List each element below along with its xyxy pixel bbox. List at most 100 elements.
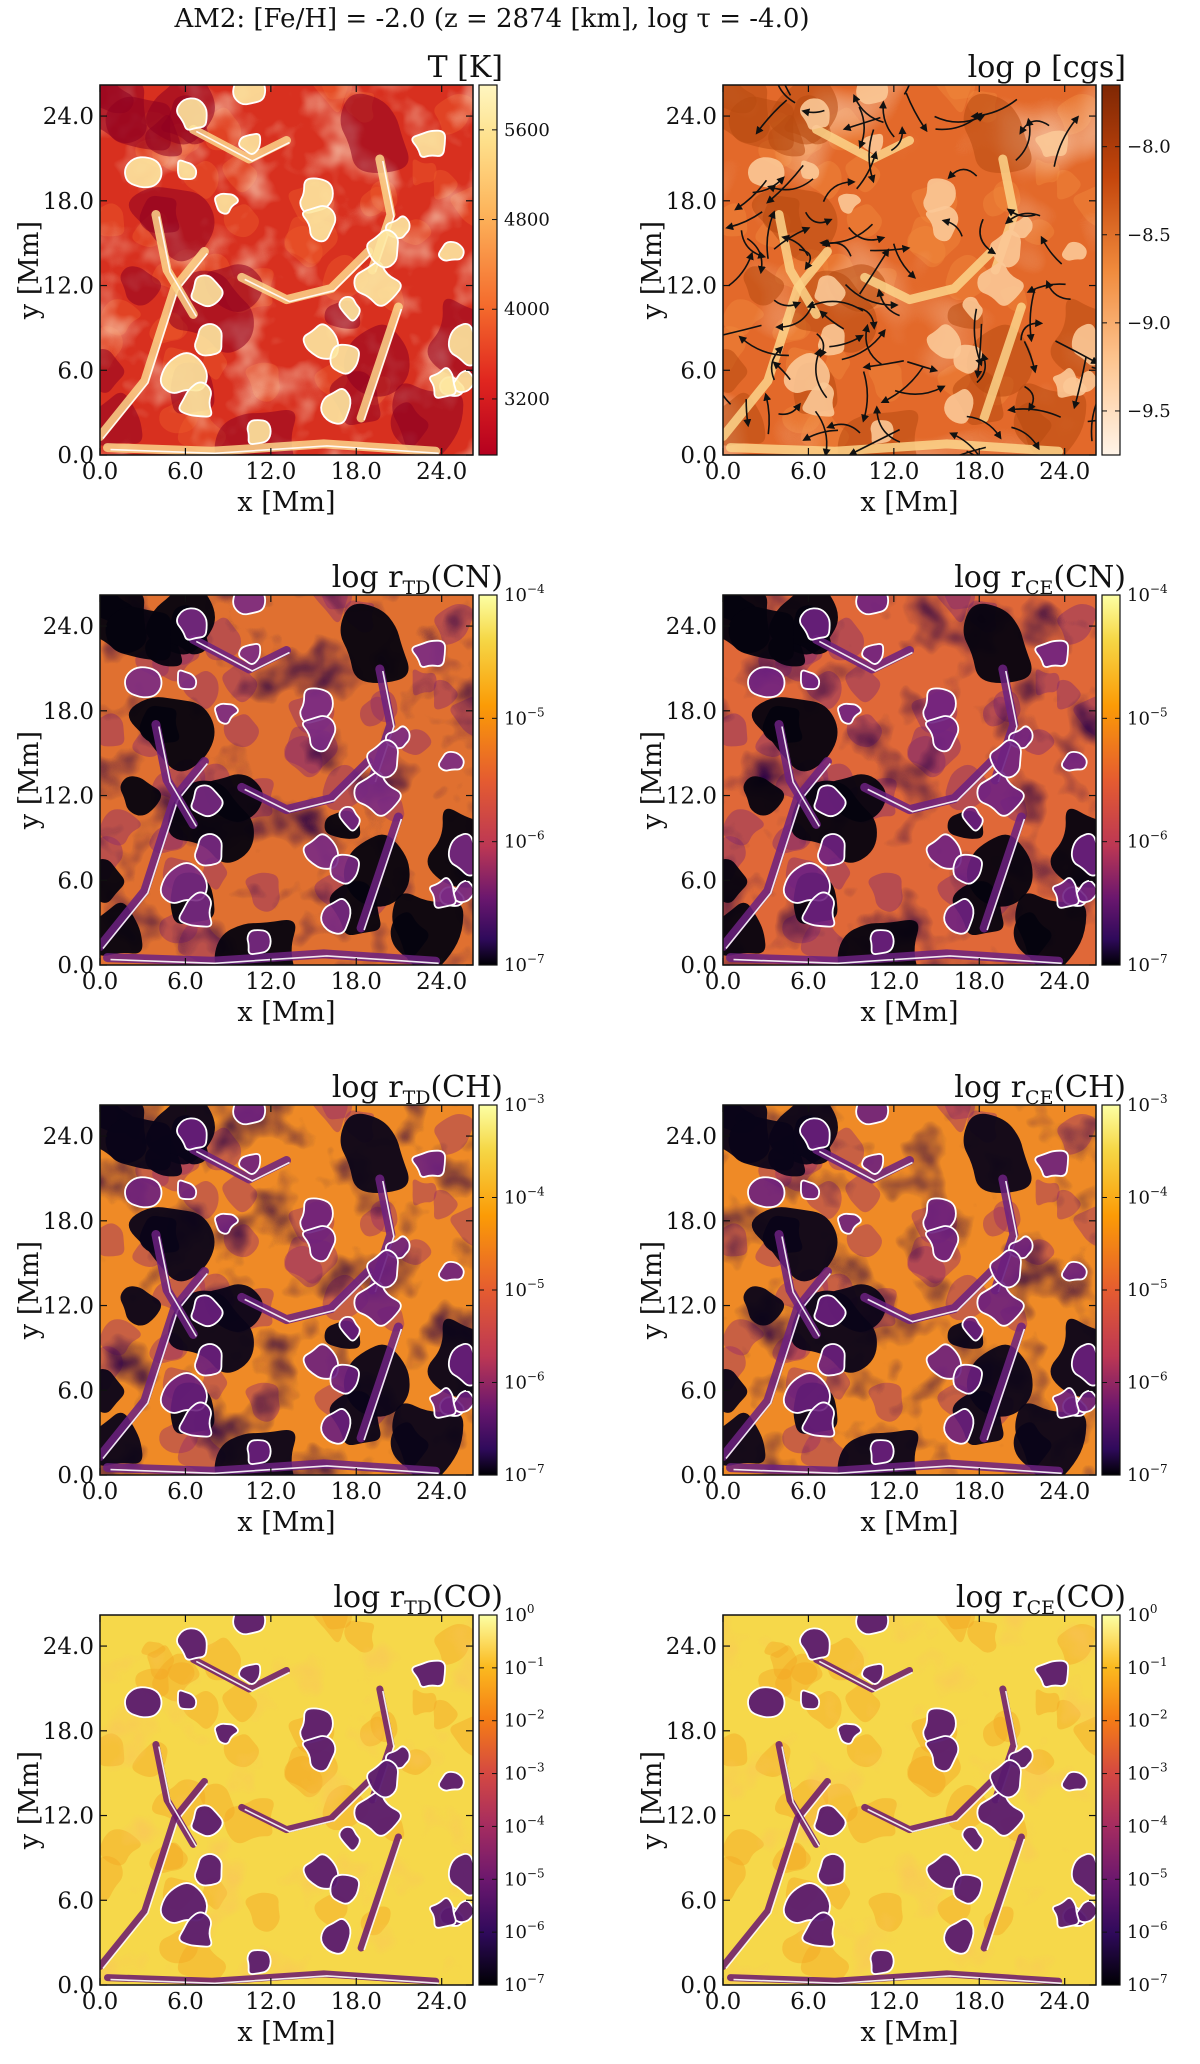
streamline <box>738 335 789 357</box>
hot-region <box>747 1687 785 1718</box>
hot-region <box>837 193 861 214</box>
panel-title: log rTD(CN) <box>332 560 503 599</box>
streamline <box>890 126 907 152</box>
x-tick-label: 18.0 <box>954 969 1005 995</box>
contour-line <box>238 133 262 155</box>
contour-line <box>102 762 209 950</box>
hot-lane <box>726 1459 1064 1475</box>
contour-line <box>190 784 224 818</box>
streamline <box>801 108 825 117</box>
streamline <box>1055 340 1096 365</box>
x-axis-label: x [Mm] <box>237 487 335 518</box>
contour-line <box>178 1911 213 1948</box>
hot-region <box>837 1213 861 1234</box>
hot-region <box>783 863 830 903</box>
hot-region <box>330 1364 360 1394</box>
contour-line <box>813 784 847 818</box>
contour-line <box>818 1660 913 1692</box>
streamline <box>784 85 792 96</box>
contour-line <box>244 762 373 813</box>
y-tick-label: 24.0 <box>666 614 717 640</box>
contour-line <box>158 1236 197 1337</box>
cool-region <box>963 1113 1032 1193</box>
streamline <box>1019 120 1050 135</box>
colorbar-gradient <box>478 1614 498 1986</box>
hot-region <box>802 1912 835 1947</box>
cool-region <box>723 1412 766 1466</box>
contour-line <box>725 762 832 950</box>
y-tick-label: 6.0 <box>57 868 94 894</box>
y-tick-label: 24.0 <box>666 1124 717 1150</box>
contour-line <box>320 388 352 425</box>
hot-region <box>179 892 212 927</box>
hot-region <box>438 751 464 771</box>
colorbar-gradient <box>478 84 498 456</box>
panel-density: 0.0 6.0 12.0 18.0 24.0 0.0 6.0 12.0 18.0 24.0 x [M… <box>637 50 1171 518</box>
contour-line <box>329 853 360 885</box>
heatmap-image <box>100 1615 473 1985</box>
hot-region <box>453 1900 473 1923</box>
streamline <box>966 415 1002 440</box>
contour-line <box>246 1439 272 1465</box>
hot-lane <box>860 247 997 305</box>
cool-region <box>392 383 464 455</box>
hot-region <box>453 880 473 903</box>
contour-line <box>366 1249 399 1289</box>
hot-region <box>247 420 271 445</box>
streamline <box>970 98 1018 120</box>
colorbar: −8.0 −8.5 −9.0 −9.5 <box>1101 84 1171 456</box>
streamline <box>772 361 791 381</box>
hot-region <box>412 130 446 157</box>
hot-region <box>990 1250 1021 1288</box>
hot-region <box>303 834 339 869</box>
hot-region <box>330 1874 360 1904</box>
hot-lane <box>723 757 832 951</box>
contour-line <box>817 1853 846 1887</box>
contour-line <box>781 726 820 827</box>
colorbar-tick-label: 10−5 <box>1127 1866 1168 1890</box>
colorbar-tick-label: 10−2 <box>504 1708 545 1732</box>
contour-line <box>837 1212 862 1235</box>
hot-region <box>1061 1261 1087 1281</box>
hot-lane <box>723 1267 832 1461</box>
hot-lane <box>356 812 403 933</box>
contour-line <box>411 1149 447 1178</box>
y-tick-label: 6.0 <box>57 358 94 384</box>
streamline <box>861 371 869 423</box>
hot-lane <box>152 1741 197 1848</box>
hot-region <box>870 1950 894 1975</box>
hot-region <box>160 863 207 903</box>
streamline <box>979 218 997 255</box>
hot-region <box>814 275 846 307</box>
contour-line <box>158 1746 197 1847</box>
panel-title: log rTD(CH) <box>332 1070 503 1109</box>
cool-region <box>128 1207 215 1282</box>
contour-line <box>438 1260 465 1282</box>
streamline <box>852 93 884 124</box>
hot-region <box>953 854 983 884</box>
colorbar-tick-label: 10−4 <box>504 582 545 606</box>
y-axis-label: y [Mm] <box>14 1241 45 1340</box>
x-tick-label: 18.0 <box>331 1989 382 2015</box>
hot-region <box>124 1687 162 1718</box>
y-tick-label: 12.0 <box>666 274 717 300</box>
colorbar-tick-label: 10−7 <box>1127 1972 1168 1996</box>
contour-line <box>961 1826 984 1852</box>
hot-region <box>814 785 846 817</box>
cool-region <box>120 1286 162 1326</box>
contour-line <box>447 1343 473 1387</box>
cool-region <box>728 606 794 661</box>
hot-region <box>321 1408 351 1444</box>
contour-line <box>124 1176 163 1209</box>
streamline <box>873 405 901 443</box>
colorbar-tick-label: 10−7 <box>1127 1462 1168 1486</box>
hot-region <box>953 344 983 374</box>
hot-lane <box>103 949 441 965</box>
contour-line <box>1034 1659 1070 1688</box>
y-tick-label: 0.0 <box>57 1973 94 1999</box>
contour-line <box>214 702 239 725</box>
hot-region <box>330 854 360 884</box>
hot-lane <box>979 1322 1026 1443</box>
hot-lane <box>775 1741 820 1848</box>
contour-line <box>813 1804 847 1838</box>
